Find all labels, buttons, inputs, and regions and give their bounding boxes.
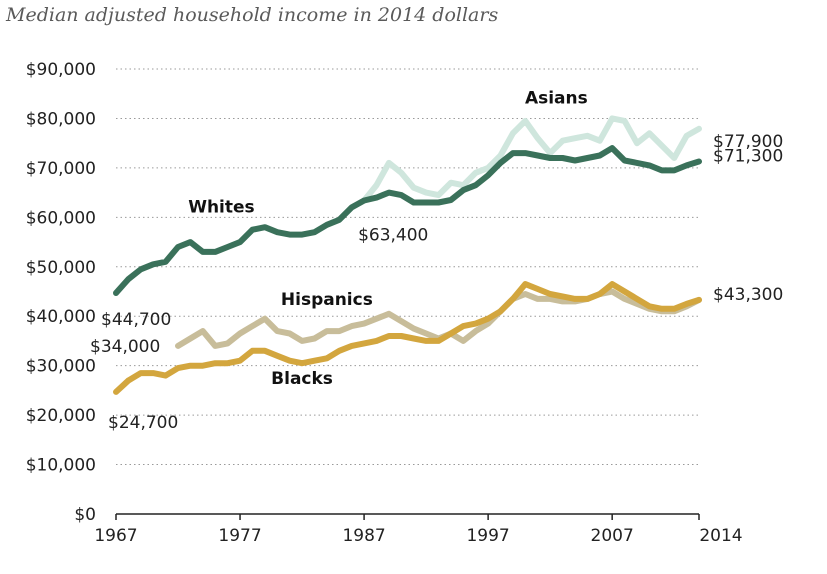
x-tick-label: 2007 <box>591 526 634 546</box>
y-tick-label: $20,000 <box>26 406 96 426</box>
y-tick-label: $70,000 <box>26 159 96 179</box>
value-annotation: $44,700 <box>101 310 171 330</box>
series-line-whites <box>113 145 702 296</box>
x-tick-label: 2014 <box>699 526 742 546</box>
series-label-asians: Asians <box>525 89 588 109</box>
y-tick-label: $0 <box>74 505 96 525</box>
y-tick-label: $40,000 <box>26 307 96 327</box>
y-tick-label: $80,000 <box>26 109 96 129</box>
series-layer <box>113 115 702 395</box>
label-layer: Asians Whites Hispanics Blacks $44,700 $34,00… <box>90 89 783 433</box>
value-annotation: $63,400 <box>358 226 428 246</box>
series-label-blacks: Blacks <box>271 369 333 389</box>
value-annotation: $71,300 <box>713 146 783 166</box>
y-tick-label: $30,000 <box>26 357 96 377</box>
x-tick-label: 1997 <box>466 526 509 546</box>
value-annotation: $34,000 <box>90 337 160 357</box>
series-line-asians <box>361 115 702 204</box>
chart-title: Median adjusted household income in 2014… <box>6 4 499 26</box>
y-tick-label: $50,000 <box>26 258 96 278</box>
axis-layer: $0 $10,000 $20,000 $30,000 $40,000 $50,000 $60… <box>26 60 743 546</box>
grid-layer <box>116 68 699 466</box>
x-tick-label: 1977 <box>218 526 261 546</box>
series-label-hispanics: Hispanics <box>281 290 373 310</box>
y-tick-label: $10,000 <box>26 456 96 476</box>
y-tick-label: $60,000 <box>26 208 96 228</box>
value-annotation: $77,900 <box>713 132 783 152</box>
value-annotation: $43,300 <box>713 285 783 305</box>
value-annotation: $24,700 <box>108 413 178 433</box>
x-tick-label: 1967 <box>94 526 137 546</box>
series-line-blacks <box>113 281 702 395</box>
series-label-whites: Whites <box>188 197 254 217</box>
x-tick-label: 1987 <box>342 526 385 546</box>
y-tick-label: $90,000 <box>26 60 96 80</box>
